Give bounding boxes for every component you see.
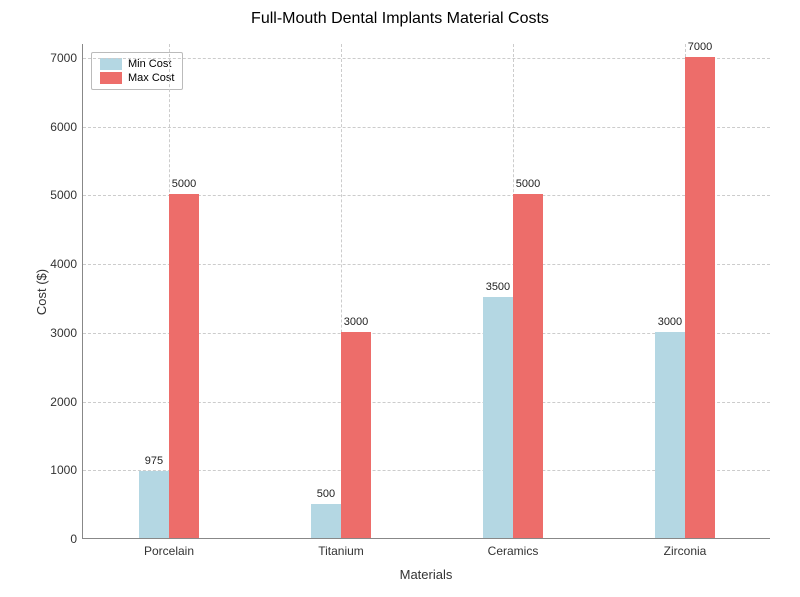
bar [169, 194, 199, 538]
bar-value-label: 7000 [688, 41, 712, 53]
bar [341, 332, 371, 538]
bar-value-label: 3000 [658, 316, 682, 328]
legend-swatch [100, 72, 122, 84]
bar-value-label: 975 [145, 455, 163, 467]
bar [513, 194, 543, 538]
legend-label: Min Cost [128, 58, 171, 70]
grid-line [83, 58, 770, 59]
x-tick-label: Porcelain [144, 538, 194, 558]
y-tick-label: 0 [70, 532, 83, 546]
x-tick-label: Ceramics [488, 538, 539, 558]
chart-container: Full-Mouth Dental Implants Material Cost… [0, 0, 800, 597]
x-tick-label: Zirconia [664, 538, 707, 558]
legend-item: Max Cost [100, 71, 174, 85]
bar-value-label: 5000 [516, 178, 540, 190]
plot-area: Min CostMax Cost 01000200030004000500060… [82, 44, 770, 539]
bar-value-label: 500 [317, 488, 335, 500]
x-tick-label: Titanium [318, 538, 364, 558]
bar-value-label: 3500 [486, 281, 510, 293]
x-axis-label: Materials [400, 567, 453, 582]
grid-line [83, 127, 770, 128]
bar [685, 57, 715, 538]
bar-value-label: 3000 [344, 316, 368, 328]
legend-item: Min Cost [100, 57, 174, 71]
y-tick-label: 4000 [50, 257, 83, 271]
bar-value-label: 5000 [172, 178, 196, 190]
y-axis-label: Cost ($) [34, 268, 49, 314]
legend-swatch [100, 58, 122, 70]
bar [139, 471, 169, 538]
y-tick-label: 6000 [50, 120, 83, 134]
legend-label: Max Cost [128, 72, 174, 84]
y-tick-label: 2000 [50, 395, 83, 409]
bar [655, 332, 685, 538]
chart-title: Full-Mouth Dental Implants Material Cost… [0, 10, 800, 28]
y-tick-label: 7000 [50, 51, 83, 65]
y-tick-label: 1000 [50, 463, 83, 477]
y-tick-label: 5000 [50, 188, 83, 202]
bar [483, 297, 513, 538]
y-tick-label: 3000 [50, 326, 83, 340]
bar [311, 504, 341, 538]
